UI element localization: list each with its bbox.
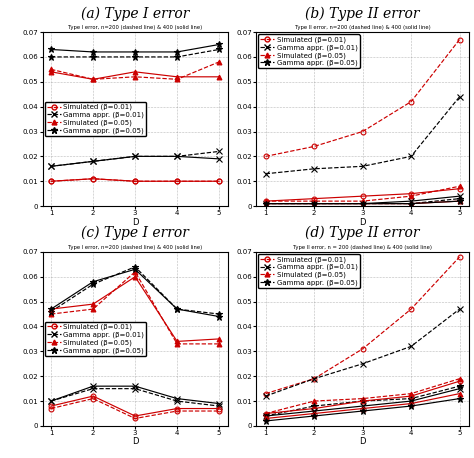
Text: Type I error, n=200 (dashed line) & 400 (solid line): Type I error, n=200 (dashed line) & 400 … [68, 245, 202, 250]
X-axis label: D: D [132, 218, 138, 227]
Text: (d) Type II error: (d) Type II error [305, 226, 420, 240]
X-axis label: D: D [359, 437, 366, 447]
Text: (c) Type I error: (c) Type I error [81, 226, 189, 240]
Legend: Simulated (β=0.01), Gamma appr. (β=0.01), Simulated (β=0.05), Gamma appr. (β=0.0: Simulated (β=0.01), Gamma appr. (β=0.01)… [45, 322, 146, 356]
Text: Type I error, n=200 (dashed line) & 400 (solid line): Type I error, n=200 (dashed line) & 400 … [68, 25, 202, 30]
Text: (a) Type I error: (a) Type I error [81, 6, 189, 21]
Text: Type II error, n = 200 (dashed line) & 400 (solid line): Type II error, n = 200 (dashed line) & 4… [293, 245, 432, 250]
Text: Type II error, n=200 (dashed line) & 400 (solid line): Type II error, n=200 (dashed line) & 400… [295, 25, 430, 30]
X-axis label: D: D [132, 437, 138, 447]
Legend: Simulated (β=0.01), Gamma appr. (β=0.01), Simulated (β=0.05), Gamma appr. (β=0.0: Simulated (β=0.01), Gamma appr. (β=0.01)… [45, 102, 146, 136]
Text: (b) Type II error: (b) Type II error [305, 6, 420, 21]
X-axis label: D: D [359, 218, 366, 227]
Legend: Simulated (β=0.01), Gamma appr. (β=0.01), Simulated (β=0.05), Gamma appr. (β=0.0: Simulated (β=0.01), Gamma appr. (β=0.01)… [258, 254, 360, 289]
Legend: Simulated (β=0.01), Gamma appr. (β=0.01), Simulated (β=0.05), Gamma appr. (β=0.0: Simulated (β=0.01), Gamma appr. (β=0.01)… [258, 34, 360, 69]
